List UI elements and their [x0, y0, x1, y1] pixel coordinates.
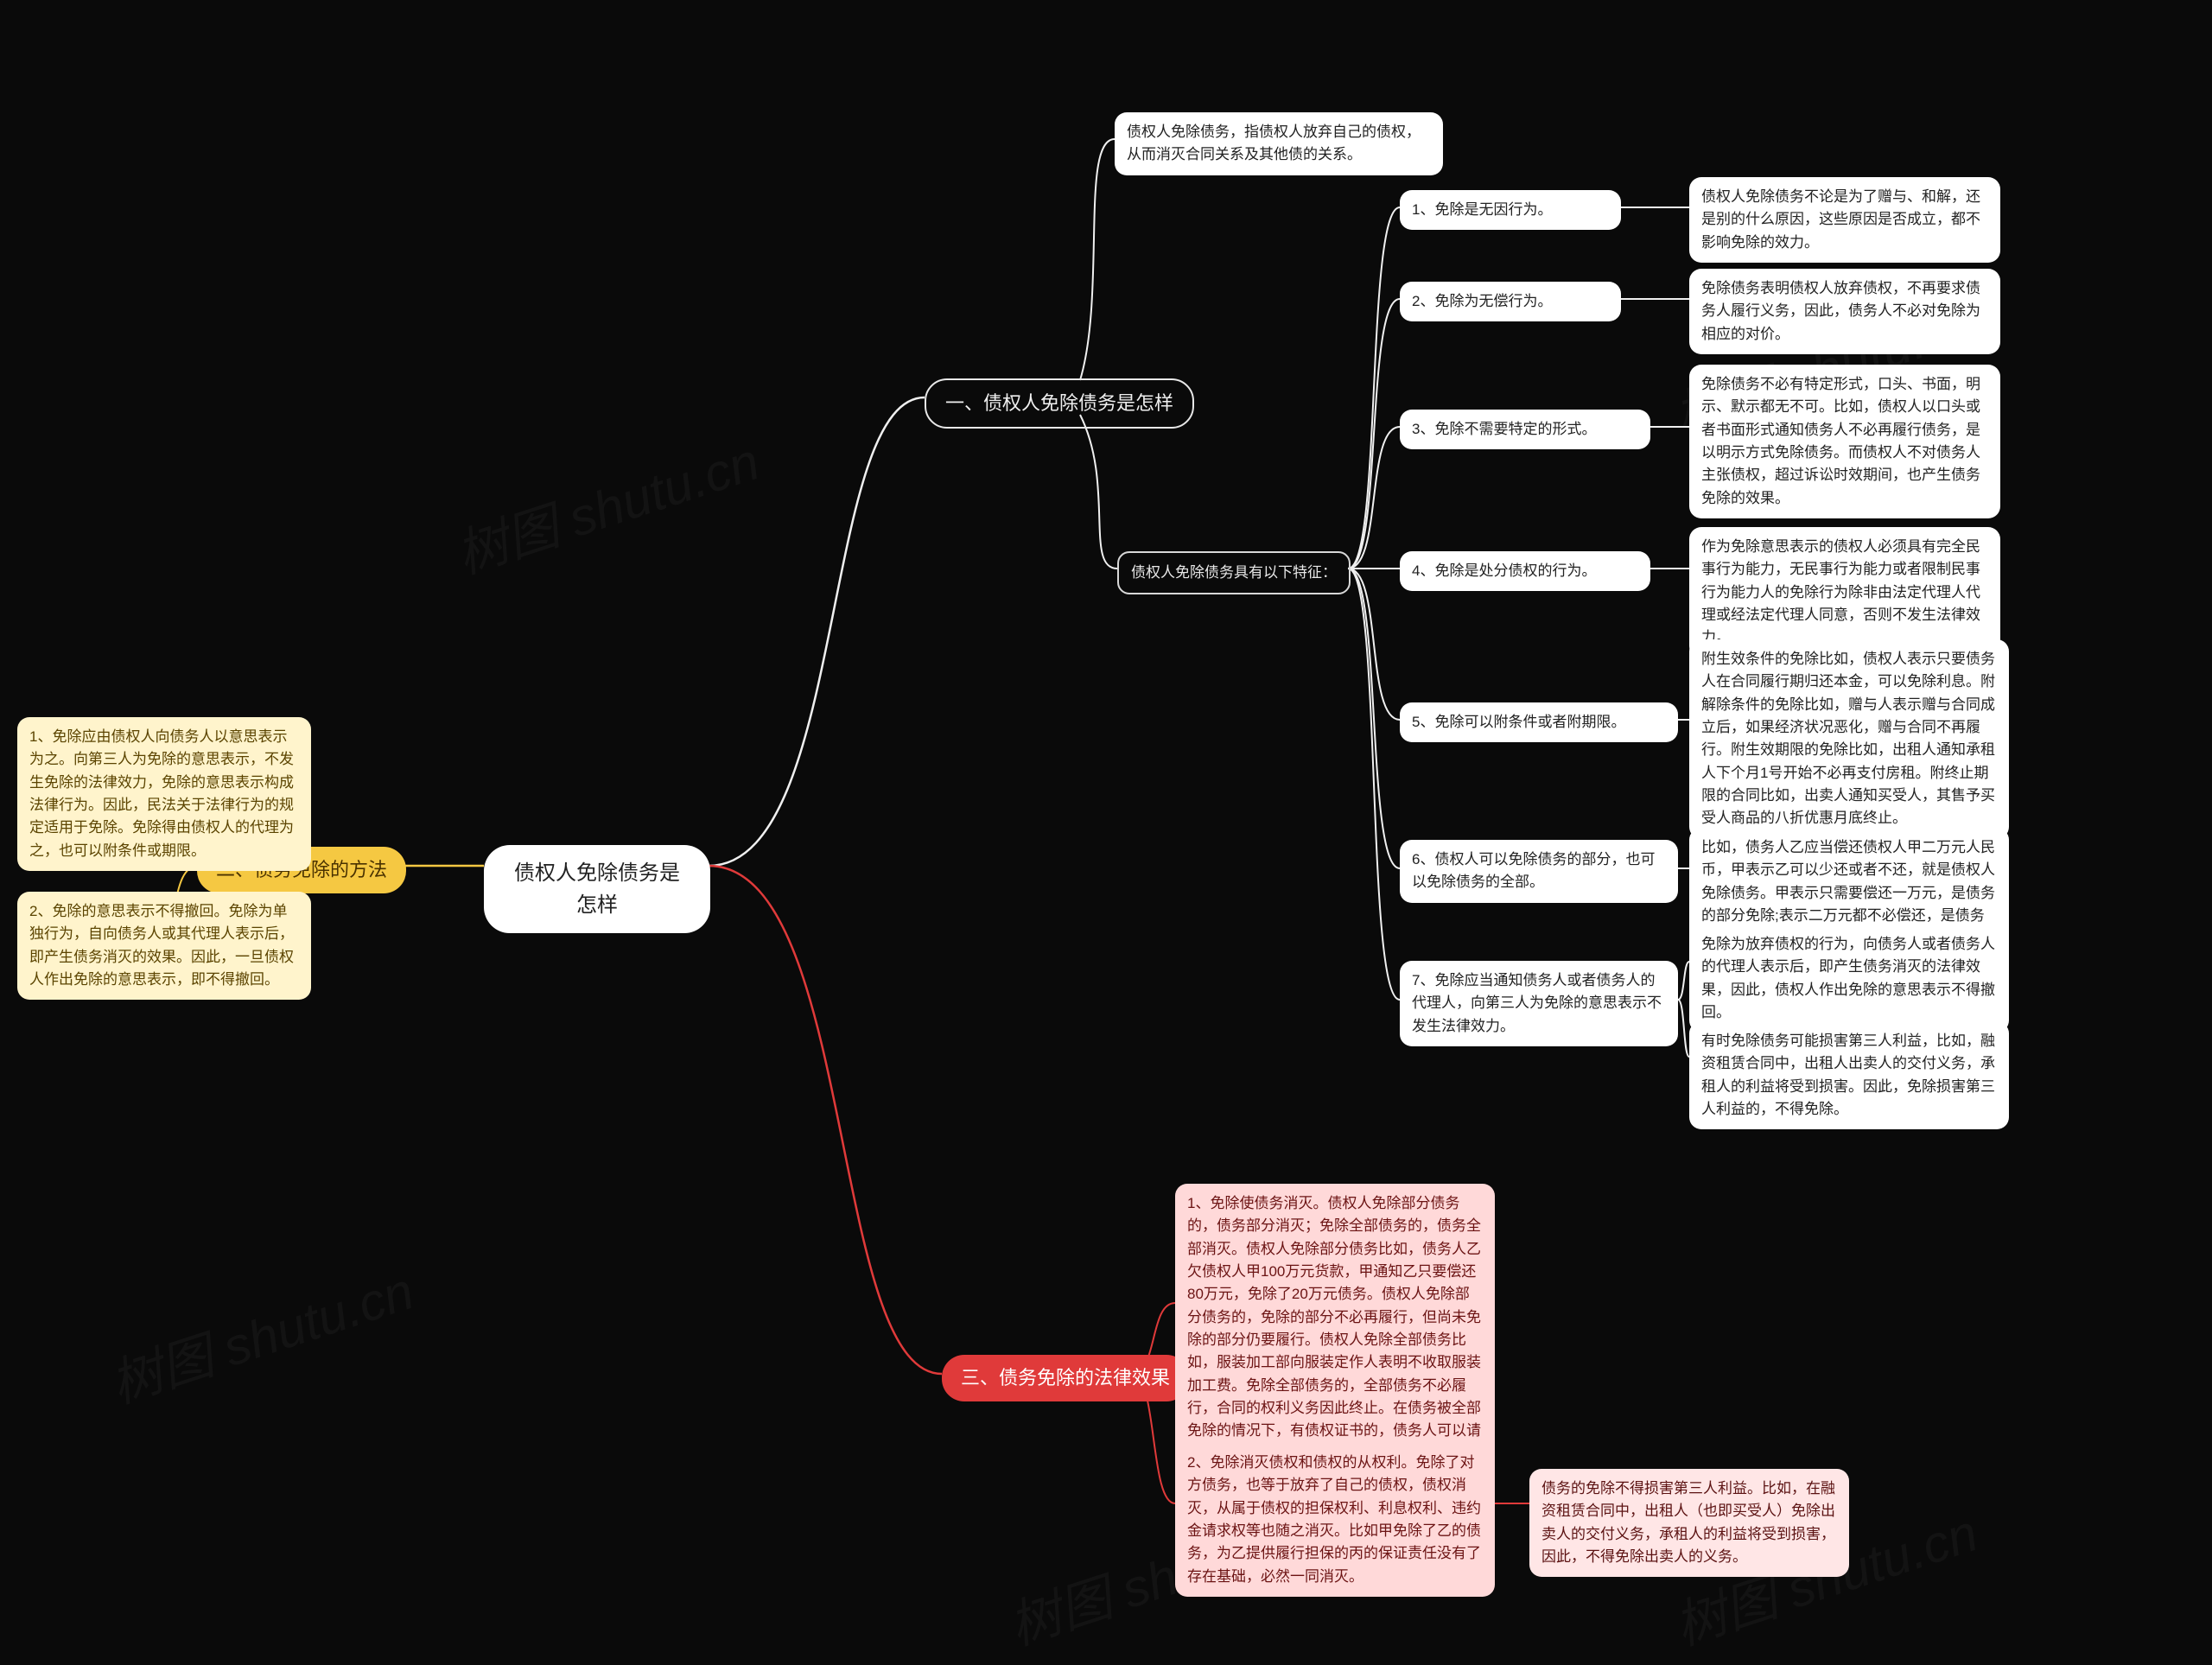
- branch1-item4-detail: 作为免除意思表示的债权人必须具有完全民事行为能力，无民事行为能力或者限制民事行为…: [1689, 527, 2000, 658]
- branch1-item1-title: 1、免除是无因行为。: [1400, 190, 1621, 230]
- branch2-item1: 1、免除应由债权人向债务人以意思表示为之。向第三人为免除的意思表示，不发生免除的…: [17, 717, 311, 871]
- branch1-features-label: 债权人免除债务具有以下特征：: [1117, 551, 1351, 594]
- branch1-item5-title: 5、免除可以附条件或者附期限。: [1400, 702, 1678, 742]
- branch1-item5-detail: 附生效条件的免除比如，债权人表示只要债务人在合同履行期归还本金，可以免除利息。附…: [1689, 639, 2009, 839]
- branch1-item4-title: 4、免除是处分债权的行为。: [1400, 551, 1650, 591]
- branch1-item7-title: 7、免除应当通知债务人或者债务人的代理人，向第三人为免除的意思表示不发生法律效力…: [1400, 961, 1678, 1046]
- branch1-item7-detail1: 免除为放弃债权的行为，向债务人或者债务人的代理人表示后，即产生债务消灭的法律效果…: [1689, 925, 2009, 1033]
- watermark: 树图 shutu.cn: [445, 420, 767, 588]
- branch1-item7-detail2: 有时免除债务可能损害第三人利益，比如，融资租赁合同中，出租人出卖人的交付义务，承…: [1689, 1021, 2009, 1129]
- branch3-item2: 2、免除消灭债权和债权的从权利。免除了对方债务，也等于放弃了自己的债权，债权消灭…: [1175, 1443, 1495, 1597]
- branch1-node: 一、债权人免除债务是怎样: [925, 378, 1194, 429]
- branch1-item3-detail: 免除债务不必有特定形式，口头、书面，明示、默示都无不可。比如，债权人以口头或者书…: [1689, 365, 2000, 518]
- branch3-node: 三、债务免除的法律效果: [942, 1355, 1189, 1401]
- branch3-detail2: 债务的免除不得损害第三人利益。比如，在融资租赁合同中，出租人（也即买受人）免除出…: [1529, 1469, 1849, 1577]
- branch2-item2: 2、免除的意思表示不得撤回。免除为单独行为，自向债务人或其代理人表示后，即产生债…: [17, 892, 311, 1000]
- watermark: 树图 shutu.cn: [99, 1249, 422, 1418]
- branch1-item1-detail: 债权人免除债务不论是为了赠与、和解，还是别的什么原因，这些原因是否成立，都不影响…: [1689, 177, 2000, 263]
- branch1-item2-detail: 免除债务表明债权人放弃债权，不再要求债务人履行义务，因此，债务人不必对免除为相应…: [1689, 269, 2000, 354]
- root-node: 债权人免除债务是怎样: [484, 845, 710, 933]
- branch1-item2-title: 2、免除为无偿行为。: [1400, 282, 1621, 321]
- branch1-item6-title: 6、债权人可以免除债务的部分，也可以免除债务的全部。: [1400, 840, 1678, 903]
- branch1-def: 债权人免除债务，指债权人放弃自己的债权，从而消灭合同关系及其他债的关系。: [1115, 112, 1443, 175]
- branch3-item1: 1、免除使债务消灭。债权人免除部分债务的，债务部分消灭；免除全部债务的，债务全部…: [1175, 1184, 1495, 1474]
- branch1-item3-title: 3、免除不需要特定的形式。: [1400, 410, 1650, 449]
- mindmap-stage: 树图 shutu.cn 树图 shutu.cn 树图 shutu.cn 树图 s…: [0, 0, 2212, 1665]
